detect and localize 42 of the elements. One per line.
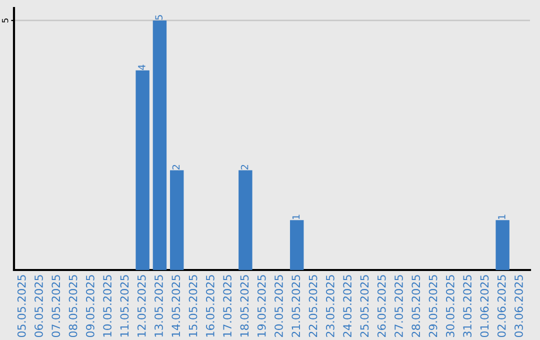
x-tick-label: 07.05.2025 bbox=[52, 275, 60, 338]
x-tick-label: 22.05.2025 bbox=[308, 275, 318, 337]
bar bbox=[136, 70, 150, 270]
data-label: 5 bbox=[155, 15, 163, 20]
x-tick-label: 20.05.2025 bbox=[274, 275, 283, 337]
x-tick-label: 06.05.2025 bbox=[34, 275, 43, 338]
x-tick-label: 19.05.2025 bbox=[257, 275, 266, 337]
data-label: 4 bbox=[138, 64, 146, 70]
bar bbox=[152, 20, 167, 270]
x-tick-label: 13.05.2025 bbox=[154, 275, 163, 337]
x-tick-label: 18.05.2025 bbox=[240, 275, 249, 337]
x-tick-label: 03.06.2025 bbox=[514, 275, 523, 338]
data-label: 2 bbox=[240, 164, 248, 170]
x-tick-label: 15.05.2025 bbox=[188, 275, 198, 337]
x-tick-label: 05.05.2025 bbox=[17, 275, 26, 338]
x-tick-label: 11.05.2025 bbox=[120, 275, 129, 337]
data-label: 2 bbox=[172, 164, 180, 170]
x-tick-label: 29.05.2025 bbox=[428, 275, 438, 337]
x-tick-label: 14.05.2025 bbox=[172, 275, 180, 337]
x-tick-label: 08.05.2025 bbox=[68, 275, 78, 338]
data-label: 1 bbox=[292, 214, 300, 220]
bar bbox=[496, 220, 510, 270]
x-tick-label: 09.05.2025 bbox=[86, 275, 94, 338]
x-tick-label: 21.05.2025 bbox=[292, 275, 300, 337]
x-tick-label: 01.06.2025 bbox=[480, 275, 489, 338]
x-tick-label: 27.05.2025 bbox=[394, 275, 403, 337]
x-tick-label: 26.05.2025 bbox=[377, 275, 386, 337]
x-tick-label: 02.06.2025 bbox=[497, 275, 506, 338]
x-tick-label: 23.05.2025 bbox=[326, 275, 334, 337]
x-tick-label: 24.05.2025 bbox=[343, 275, 352, 337]
x-tick-label: 31.05.2025 bbox=[463, 275, 472, 337]
x-tick-label: 16.05.2025 bbox=[206, 275, 214, 337]
data-label: 1 bbox=[498, 214, 506, 220]
x-tick-label: 17.05.2025 bbox=[223, 275, 232, 337]
bar bbox=[170, 170, 184, 270]
bar bbox=[290, 220, 304, 270]
x-tick-label: 10.05.2025 bbox=[103, 275, 112, 337]
x-tick-label: 25.05.2025 bbox=[360, 275, 369, 337]
bar bbox=[238, 170, 252, 270]
x-tick-label: 12.05.2025 bbox=[137, 275, 146, 337]
x-tick-label: 30.05.2025 bbox=[446, 275, 454, 337]
x-tick-label: 28.05.2025 bbox=[412, 275, 420, 337]
